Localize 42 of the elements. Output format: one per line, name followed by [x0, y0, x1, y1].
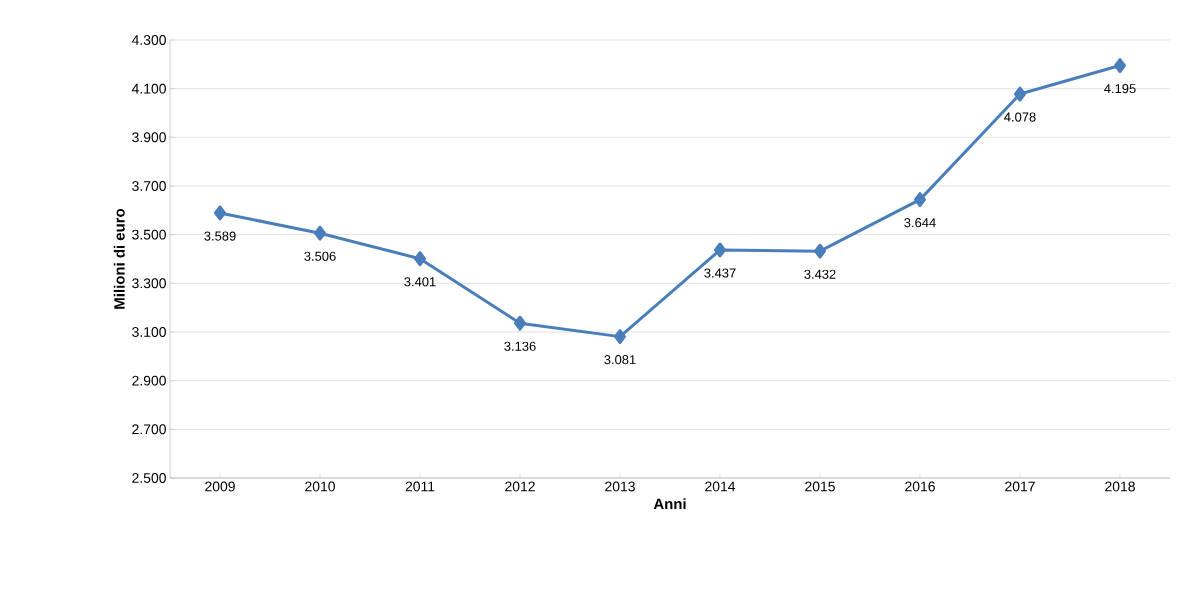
point [514, 315, 526, 331]
x-tick-label: 2012 [505, 481, 535, 492]
point [314, 225, 326, 241]
data-label: 3.589 [204, 231, 236, 241]
point [814, 243, 826, 259]
point [614, 329, 626, 345]
data-label: 3.644 [904, 218, 936, 228]
y-tick-label: 4.300 [131, 35, 166, 45]
y-tick-label: 3.100 [132, 327, 166, 337]
data-label: 3.432 [804, 269, 836, 279]
x-tick-label: 2015 [805, 481, 835, 492]
y-axis-title: Milioni di euro [113, 208, 125, 309]
data-label: 3.506 [304, 251, 336, 261]
point [1014, 86, 1026, 102]
point [214, 205, 226, 221]
y-tick-label: 3.700 [132, 181, 166, 191]
y-tick-label: 3.900 [132, 132, 166, 143]
x-tick-label: 2010 [305, 481, 335, 492]
data-label: 3.437 [704, 268, 736, 278]
x-axis-title: Anni [653, 498, 686, 510]
data-label: 3.401 [404, 277, 436, 287]
y-tick-label: 2.700 [132, 424, 166, 435]
x-tick-label: 2013 [605, 481, 635, 492]
point [1114, 58, 1126, 74]
x-tick-label: 2014 [705, 481, 736, 492]
x-tick-label: 2017 [1005, 481, 1035, 492]
y-tick-label: 3.300 [132, 278, 166, 289]
y-tick-label: 3.500 [132, 229, 166, 240]
y-tick-label: 2.500 [132, 473, 166, 483]
data-label: 3.081 [604, 355, 636, 365]
x-tick-label: 2018 [1105, 481, 1135, 492]
point [714, 242, 726, 258]
data-label: 3.136 [504, 341, 536, 351]
y-tick-label: 2.900 [132, 375, 166, 386]
point [914, 192, 926, 208]
x-tick-label: 2009 [205, 481, 235, 492]
data-label: 4.078 [1004, 112, 1036, 122]
y-tick-label: 4.100 [131, 83, 166, 94]
data-label: 4.195 [1104, 84, 1136, 94]
x-tick-label: 2016 [905, 481, 935, 492]
point [414, 251, 426, 267]
x-tick-label: 2011 [405, 481, 435, 492]
